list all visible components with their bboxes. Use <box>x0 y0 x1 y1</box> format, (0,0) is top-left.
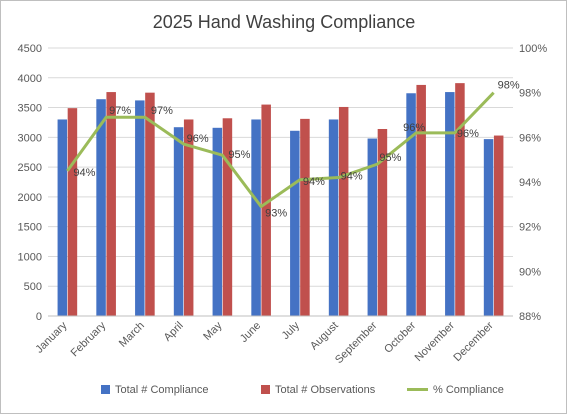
y-tick-label: 2500 <box>18 162 42 174</box>
bar-totalobservations <box>377 128 388 316</box>
y2-tick-label: 100% <box>519 43 547 55</box>
legend-label: % Compliance <box>433 384 504 396</box>
bar-totalcompliance <box>483 139 494 316</box>
bar-totalobservations <box>300 118 310 316</box>
y2-tick-label: 92% <box>519 222 541 234</box>
y2-tick-label: 88% <box>519 311 541 323</box>
legend-swatch <box>261 385 270 394</box>
chart-title: 2025 Hand Washing Compliance <box>153 12 416 32</box>
x-tick-label: December <box>451 319 496 364</box>
y-tick-label: 2000 <box>18 192 42 204</box>
bar-totalobservations <box>183 119 194 316</box>
y-tick-label: 1000 <box>18 251 42 263</box>
data-label: 94% <box>303 176 325 188</box>
x-tick-label: October <box>382 319 418 355</box>
bar-totalcompliance <box>406 93 416 316</box>
y2-tick-label: 90% <box>519 266 541 278</box>
data-label: 95% <box>379 152 401 164</box>
data-label: 96% <box>457 128 479 140</box>
x-tick-label: May <box>201 319 225 343</box>
gridlines <box>48 47 513 317</box>
data-label: 96% <box>187 133 209 145</box>
y-tick-label: 4000 <box>18 73 42 85</box>
bar-totalcompliance <box>367 138 378 316</box>
bar-totalobservations <box>145 92 155 317</box>
x-tick-label: August <box>308 320 341 353</box>
compliance-line-path <box>66 91 495 209</box>
data-label: 97% <box>109 105 131 117</box>
bar-totalcompliance <box>173 127 184 316</box>
x-tick-label: November <box>413 319 458 364</box>
y2-tick-label: 96% <box>519 132 541 144</box>
bar-totalobservations <box>416 84 426 317</box>
bar-totalobservations <box>338 106 349 317</box>
bar-totalcompliance <box>212 127 223 316</box>
y-tick-label: 4500 <box>18 43 42 55</box>
y-tick-label: 500 <box>24 281 42 293</box>
y2-tick-label: 94% <box>519 177 541 189</box>
bar-totalobservations <box>222 118 233 316</box>
legend-swatch <box>101 385 110 394</box>
x-tick-label: April <box>162 320 186 344</box>
bar-totalcompliance <box>445 92 455 317</box>
bar-totalcompliance <box>96 99 106 317</box>
bar-totalobservations <box>261 104 271 316</box>
y2-tick-label: 98% <box>519 88 541 100</box>
bars <box>57 83 504 317</box>
y-tick-label: 3500 <box>18 103 42 115</box>
compliance-line: 94% 97% 97% 96% 95% 93% 94% 94% 95% 96% 96% 98% <box>66 80 520 220</box>
bar-totalobservations <box>493 135 504 316</box>
data-label: 98% <box>498 80 520 92</box>
x-tick-label: January <box>33 319 70 356</box>
data-label: 94% <box>341 171 363 183</box>
y-tick-label: 3000 <box>18 132 42 144</box>
legend: Total # Compliance Total # Observations % … <box>101 384 504 396</box>
bar-totalobservations <box>106 92 116 317</box>
data-label: 93% <box>265 208 287 220</box>
x-tick-label: June <box>238 320 263 345</box>
data-label: 97% <box>151 105 173 117</box>
x-tick-label: September <box>333 319 380 366</box>
legend-label: Total # Compliance <box>115 384 209 396</box>
bar-totalcompliance <box>135 100 145 316</box>
bar-totalcompliance <box>328 119 339 316</box>
data-label: 95% <box>228 149 250 161</box>
bar-totalcompliance <box>290 130 300 316</box>
y-tick-label: 0 <box>36 311 42 323</box>
legend-label: Total # Observations <box>275 384 376 396</box>
bar-totalobservations <box>67 108 78 316</box>
x-tick-label: July <box>280 319 303 342</box>
y-tick-label: 1500 <box>18 222 42 234</box>
data-label: 94% <box>73 167 95 179</box>
x-tick-label: March <box>117 320 147 350</box>
bar-totalcompliance <box>57 119 68 316</box>
bar-totalcompliance <box>251 119 261 316</box>
x-tick-label: February <box>69 319 109 359</box>
bar-totalobservations <box>455 83 465 316</box>
data-label: 96% <box>403 122 425 134</box>
